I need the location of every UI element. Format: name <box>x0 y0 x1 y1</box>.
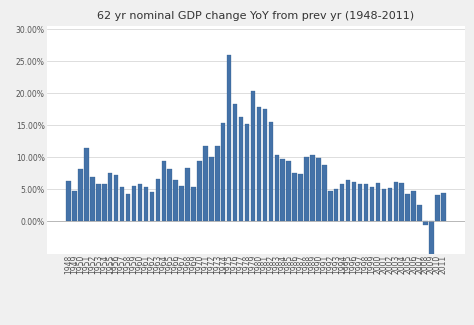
Bar <box>328 191 333 221</box>
Bar <box>197 161 201 221</box>
Bar <box>73 191 77 221</box>
Bar <box>405 194 410 221</box>
Bar <box>150 192 154 221</box>
Bar <box>435 195 439 221</box>
Bar <box>281 159 285 221</box>
Bar <box>245 124 249 221</box>
Bar <box>370 187 374 221</box>
Bar <box>417 205 422 221</box>
Bar <box>239 117 243 221</box>
Bar <box>352 182 356 221</box>
Bar <box>227 56 231 221</box>
Bar <box>304 157 309 221</box>
Bar <box>298 174 303 221</box>
Bar <box>179 186 184 221</box>
Bar <box>400 183 404 221</box>
Bar <box>292 174 297 221</box>
Bar <box>203 146 208 221</box>
Bar <box>393 182 398 221</box>
Bar <box>90 176 95 221</box>
Bar <box>316 158 320 221</box>
Bar <box>376 183 380 221</box>
Bar <box>167 169 172 221</box>
Bar <box>108 174 112 221</box>
Bar <box>191 187 196 221</box>
Bar <box>388 188 392 221</box>
Bar <box>334 189 338 221</box>
Bar <box>322 165 327 221</box>
Bar <box>126 194 130 221</box>
Bar <box>209 157 214 221</box>
Bar <box>114 175 118 221</box>
Bar <box>215 146 219 221</box>
Bar <box>346 180 350 221</box>
Bar <box>233 104 237 221</box>
Bar <box>429 221 434 260</box>
Bar <box>286 161 291 221</box>
Bar <box>132 186 136 221</box>
Bar <box>269 122 273 221</box>
Bar <box>84 148 89 221</box>
Bar <box>263 109 267 221</box>
Bar <box>185 168 190 221</box>
Bar <box>155 179 160 221</box>
Bar <box>66 181 71 221</box>
Bar <box>257 107 261 221</box>
Bar <box>274 155 279 221</box>
Bar <box>221 124 226 221</box>
Bar <box>310 155 315 221</box>
Bar <box>251 91 255 221</box>
Bar <box>411 191 416 221</box>
Bar <box>382 189 386 221</box>
Bar <box>364 184 368 221</box>
Bar <box>96 184 100 221</box>
Bar <box>423 221 428 225</box>
Bar <box>78 169 83 221</box>
Bar <box>138 184 142 221</box>
Title: 62 yr nominal GDP change YoY from prev yr (1948-2011): 62 yr nominal GDP change YoY from prev y… <box>97 11 415 21</box>
Bar <box>173 180 178 221</box>
Bar <box>162 161 166 221</box>
Bar <box>120 188 124 221</box>
Bar <box>144 187 148 221</box>
Bar <box>358 184 362 221</box>
Bar <box>441 193 446 221</box>
Bar <box>102 184 107 221</box>
Bar <box>340 184 345 221</box>
